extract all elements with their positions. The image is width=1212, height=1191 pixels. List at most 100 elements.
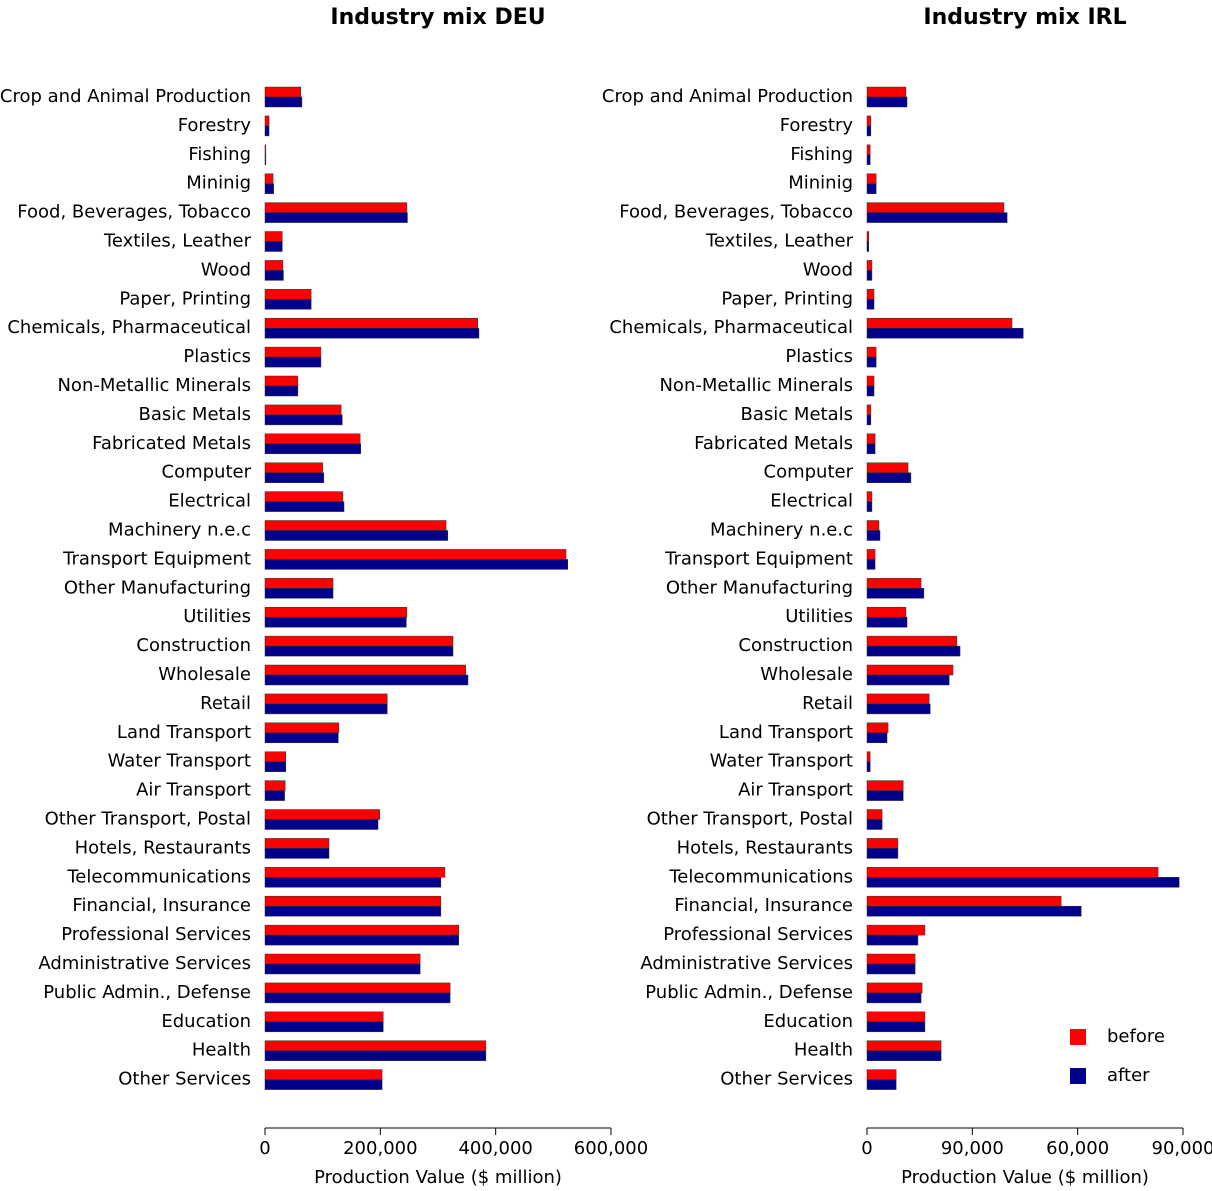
bar xyxy=(866,751,871,762)
bar xyxy=(264,722,340,734)
y-tick-label: Wood xyxy=(201,259,251,280)
y-tick-label: Hotels, Restaurants xyxy=(677,837,853,858)
y-tick-label: Health xyxy=(794,1040,853,1061)
x-tick-label: 600,000 xyxy=(574,1138,648,1159)
bar xyxy=(866,260,873,271)
y-tick-label: Basic Metals xyxy=(741,404,853,425)
y-tick-label: Hotels, Restaurants xyxy=(75,837,251,858)
y-tick-label: Other Services xyxy=(118,1069,251,1090)
bar xyxy=(264,934,460,946)
x-tick-label: 90,000 xyxy=(941,1138,1004,1159)
bar xyxy=(264,895,442,907)
y-tick-label: Construction xyxy=(738,635,853,656)
bar xyxy=(866,693,930,705)
bar xyxy=(264,270,284,281)
bar xyxy=(264,125,270,137)
bar xyxy=(866,443,876,455)
bar xyxy=(264,924,460,936)
bar xyxy=(866,154,871,166)
x-tick-label: 400,000 xyxy=(458,1138,532,1159)
y-tick-label: Utilities xyxy=(183,606,251,627)
y-tick-label: Forestry xyxy=(178,115,252,136)
bar xyxy=(264,963,421,975)
bar xyxy=(866,173,877,184)
y-tick-label: Electrical xyxy=(770,491,853,512)
y-tick-label: Public Admin., Defense xyxy=(645,982,853,1003)
y-tick-label: Telecommunications xyxy=(66,866,251,887)
bar xyxy=(264,559,568,570)
bar xyxy=(866,780,904,791)
bar xyxy=(866,606,907,618)
bar xyxy=(866,635,958,647)
bar xyxy=(866,115,872,127)
x-tick-label: 60,000 xyxy=(1046,1138,1109,1159)
bar xyxy=(866,472,912,483)
bar xyxy=(866,356,877,368)
bar xyxy=(866,404,872,416)
bar xyxy=(264,780,286,791)
bar xyxy=(264,1050,487,1061)
y-tick-label: Plastics xyxy=(785,346,853,367)
bar xyxy=(264,578,334,589)
bar xyxy=(866,549,876,560)
bar xyxy=(866,270,873,281)
y-tick-label: Public Admin., Defense xyxy=(43,982,251,1003)
bar xyxy=(264,491,344,502)
y-tick-label: Chemicals, Pharmaceutical xyxy=(609,317,853,338)
bar xyxy=(866,838,899,849)
bar xyxy=(866,231,870,242)
bar xyxy=(264,346,322,358)
y-tick-label: Other Manufacturing xyxy=(64,577,251,598)
bar xyxy=(866,183,877,194)
bar xyxy=(264,530,449,541)
y-tick-label: Crop and Animal Production xyxy=(602,86,853,107)
bar xyxy=(264,260,284,271)
bar xyxy=(866,501,873,512)
bar xyxy=(866,241,870,252)
bar xyxy=(264,212,408,223)
y-tick-label: Computer xyxy=(764,462,854,483)
y-tick-label: Food, Beverages, Tobacco xyxy=(619,202,853,223)
bar xyxy=(866,375,875,387)
bar xyxy=(866,877,1180,888)
bar xyxy=(866,520,880,531)
bar xyxy=(264,588,334,599)
bar xyxy=(264,905,442,917)
bar xyxy=(264,317,479,329)
legend-label: after xyxy=(1107,1065,1150,1086)
bar xyxy=(264,472,325,483)
bar xyxy=(264,606,408,618)
y-tick-label: Education xyxy=(763,1011,853,1032)
bar xyxy=(264,1040,487,1051)
y-tick-label: Other Transport, Postal xyxy=(45,809,251,830)
bar xyxy=(866,462,909,473)
bar xyxy=(866,559,876,570)
bar xyxy=(264,674,469,686)
bar xyxy=(264,751,287,762)
bar xyxy=(264,96,303,108)
y-tick-label: Non-Metallic Minerals xyxy=(57,375,251,396)
x-tick-label: 0 xyxy=(259,1138,270,1159)
y-tick-label: Other Services xyxy=(720,1069,853,1090)
y-tick-label: Land Transport xyxy=(719,722,853,743)
legend-swatch xyxy=(1070,1068,1086,1084)
y-tick-label: Paper, Printing xyxy=(721,288,853,309)
bar xyxy=(264,1069,383,1080)
y-tick-label: Textiles, Leather xyxy=(705,231,854,252)
bar xyxy=(264,385,299,397)
bar xyxy=(264,549,567,560)
y-tick-label: Retail xyxy=(802,693,853,714)
bar xyxy=(866,491,873,502)
bar xyxy=(264,289,312,300)
bar xyxy=(866,895,1062,907)
bar xyxy=(866,299,875,310)
y-tick-label: Food, Beverages, Tobacco xyxy=(17,202,251,223)
bar xyxy=(264,86,302,98)
bar xyxy=(264,867,446,878)
y-tick-label: Non-Metallic Minerals xyxy=(659,375,853,396)
bar xyxy=(866,1069,897,1080)
y-tick-label: Machinery n.e.c xyxy=(108,520,251,541)
y-tick-label: Mininig xyxy=(186,173,251,194)
y-tick-label: Forestry xyxy=(780,115,854,136)
y-tick-label: Mininig xyxy=(788,173,853,194)
